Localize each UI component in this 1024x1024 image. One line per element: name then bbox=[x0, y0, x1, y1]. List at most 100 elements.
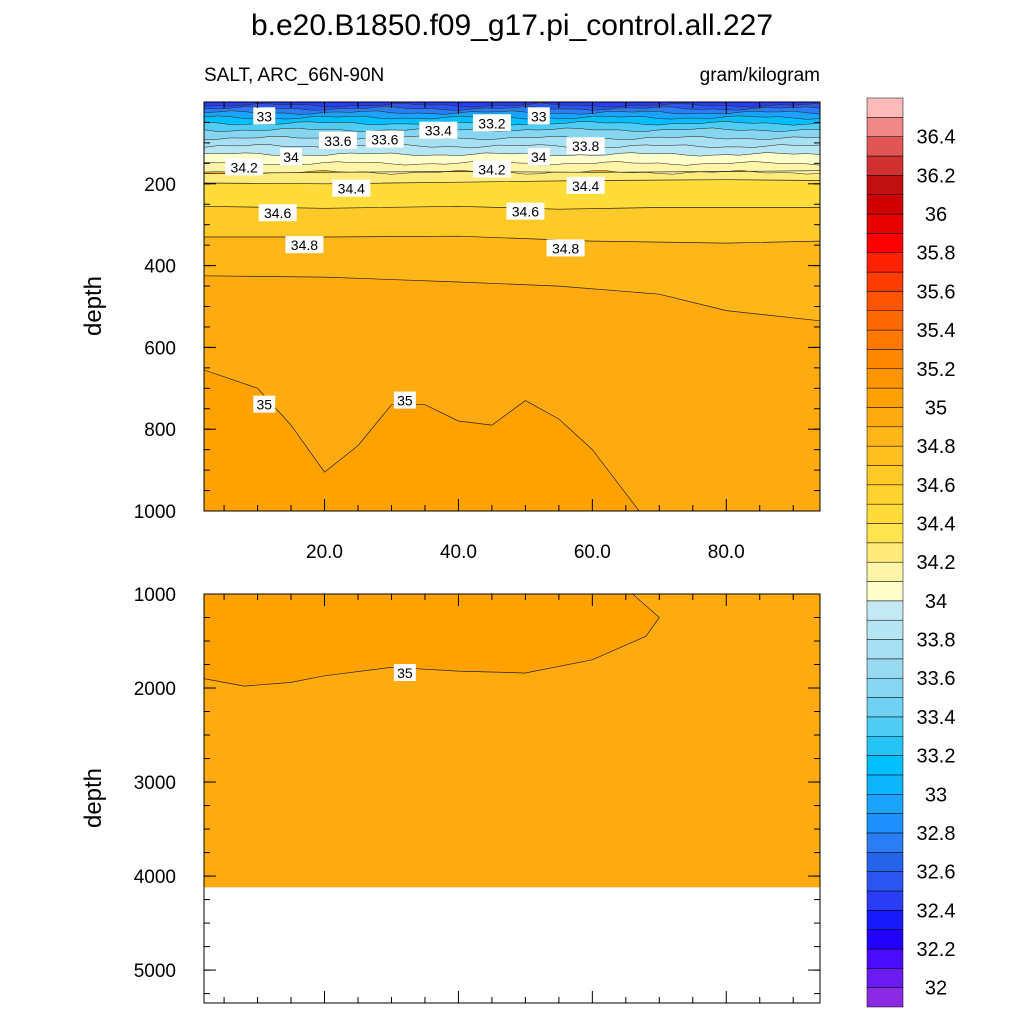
colorbar-label: 36.4 bbox=[917, 127, 956, 149]
contour-line-shallow-5 bbox=[204, 127, 820, 132]
contour-label-box bbox=[566, 137, 605, 155]
colorbar-label: 35 bbox=[925, 397, 947, 419]
contour-line-shallow-3 bbox=[204, 115, 820, 120]
contour-line-35 bbox=[204, 594, 660, 687]
shallow-band-3 bbox=[204, 111, 820, 120]
colorbar-label: 32 bbox=[925, 978, 947, 1000]
contour-label-box bbox=[566, 176, 605, 194]
colorbar-label: 35.6 bbox=[917, 281, 956, 303]
colorbar-swatch bbox=[866, 349, 904, 370]
contour-label: 33.4 bbox=[419, 121, 458, 139]
colorbar-label: 33 bbox=[925, 784, 947, 806]
x-tick-label: 40.0 bbox=[440, 542, 477, 563]
contour-label-box bbox=[332, 179, 371, 197]
y-tick-label: 600 bbox=[144, 338, 176, 359]
colorbar-label: 32.2 bbox=[917, 939, 956, 961]
contour-label: 34.6 bbox=[258, 204, 297, 222]
upper-contour-labels: 33 33.6 33.6 33.4 33.2 33 33.8 34.2 34 34 34.2 34.4… bbox=[225, 107, 605, 413]
contour-label-text: 33.8 bbox=[572, 138, 599, 154]
contour-line-shallow-2 bbox=[204, 110, 820, 115]
colorbar-swatch bbox=[866, 117, 904, 137]
colorbar-label: 35.4 bbox=[917, 320, 956, 342]
colorbar-swatch bbox=[866, 310, 904, 331]
contour-label-text: 33.6 bbox=[324, 133, 351, 149]
contour-label: 34.2 bbox=[472, 160, 511, 178]
colorbar-swatch bbox=[866, 987, 904, 1008]
colorbar-swatch bbox=[866, 755, 904, 776]
lower-plot-frame bbox=[203, 593, 821, 1004]
x-tick-label: 80.0 bbox=[708, 542, 745, 563]
contour-label-box bbox=[318, 131, 357, 149]
contour-line-35 bbox=[204, 275, 820, 322]
colorbar-swatch bbox=[866, 677, 904, 698]
colorbar-swatch bbox=[866, 619, 904, 640]
contour-line-34.4 bbox=[204, 179, 820, 185]
colorbar-swatch bbox=[866, 794, 904, 814]
contour-label: 33 bbox=[253, 107, 276, 125]
colorbar-swatch bbox=[866, 813, 904, 834]
contour-label-box bbox=[527, 148, 550, 166]
contour-label-text: 35 bbox=[397, 393, 413, 409]
contour-label: 35 bbox=[253, 395, 276, 413]
contour-label: 34.8 bbox=[546, 239, 585, 257]
colorbar-swatch bbox=[866, 929, 904, 950]
colorbar-swatch bbox=[866, 97, 904, 118]
colorbar-swatch bbox=[866, 233, 904, 253]
contour-label: 34.6 bbox=[506, 202, 545, 220]
upper-axes: 200 400 600 800 1000 20.0 40.0 60.0 80.0 bbox=[134, 101, 820, 563]
contour-label: 34.2 bbox=[225, 158, 264, 176]
y-tick-label: 1000 bbox=[134, 585, 176, 606]
colorbar-swatch bbox=[866, 832, 904, 853]
contour-label-box bbox=[285, 236, 324, 254]
y-tick-label: 5000 bbox=[134, 961, 176, 982]
contour-label-box bbox=[393, 663, 416, 681]
y-tick-label: 3000 bbox=[134, 773, 176, 794]
contour-line-shallow-6 bbox=[204, 135, 820, 141]
contour-label-text: 33.6 bbox=[371, 132, 398, 148]
contour-line-shallow-10 bbox=[204, 170, 820, 175]
contour-label: 33.8 bbox=[566, 137, 605, 155]
contour-label-box bbox=[253, 107, 276, 125]
colorbar-swatch bbox=[866, 871, 904, 892]
colorbar-swatch bbox=[866, 387, 904, 408]
colorbar-swatch bbox=[866, 774, 904, 795]
colorbar-swatch bbox=[866, 136, 904, 157]
colorbar-label: 36.2 bbox=[917, 165, 956, 187]
colorbar-swatch bbox=[866, 252, 904, 273]
contour-label: 33.6 bbox=[318, 131, 357, 149]
upper-panel: 33 33.6 33.6 33.4 33.2 33 33.8 34.2 34 34 34.2 34.4… bbox=[80, 101, 821, 563]
contour-label-text: 34.6 bbox=[512, 204, 539, 220]
contour-label: 33.2 bbox=[472, 114, 511, 132]
contour-label: 34.4 bbox=[332, 179, 371, 197]
colorbar-label: 36 bbox=[925, 204, 947, 226]
contour-label: 35 bbox=[393, 391, 416, 409]
shallow-band-10 bbox=[204, 161, 820, 175]
shallow-band-1 bbox=[204, 103, 820, 111]
colorbar: 32 32.2 32.4 32.6 32.8 33 33.2 33.4 33.6 33.8 34 34… bbox=[866, 97, 956, 1008]
contour-label: 34.8 bbox=[285, 236, 324, 254]
contour-label: 34 bbox=[280, 148, 303, 166]
colorbar-swatch bbox=[866, 890, 904, 911]
colorbar-swatch bbox=[866, 658, 904, 679]
colorbar-swatch bbox=[866, 484, 904, 505]
colorbar-swatch bbox=[866, 465, 904, 486]
contour-label-text: 34.4 bbox=[572, 178, 599, 194]
colorbar-label: 33.6 bbox=[917, 668, 956, 690]
x-tick-label: 60.0 bbox=[574, 542, 611, 563]
colorbar-label: 34.8 bbox=[917, 436, 956, 458]
colorbar-swatch bbox=[866, 697, 904, 718]
contour-label: 33 bbox=[527, 107, 550, 125]
contour-label-text: 35 bbox=[397, 665, 413, 681]
colorbar-label: 33.4 bbox=[917, 707, 956, 729]
shallow-band-9 bbox=[204, 152, 820, 166]
y-tick-label: 200 bbox=[144, 175, 176, 196]
contour-line-shallow-4 bbox=[204, 121, 820, 126]
contour-label-text: 34.4 bbox=[338, 181, 365, 197]
contour-label-box bbox=[506, 202, 545, 220]
contour-line-shallow-9 bbox=[204, 161, 820, 166]
upper-ylabel: depth bbox=[80, 276, 107, 336]
contour-label-text: 34.2 bbox=[231, 159, 258, 175]
x-tick-label: 20.0 bbox=[306, 542, 343, 563]
deep-35-region bbox=[204, 369, 640, 511]
left-subtitle: SALT, ARC_66N-90N bbox=[204, 65, 384, 86]
